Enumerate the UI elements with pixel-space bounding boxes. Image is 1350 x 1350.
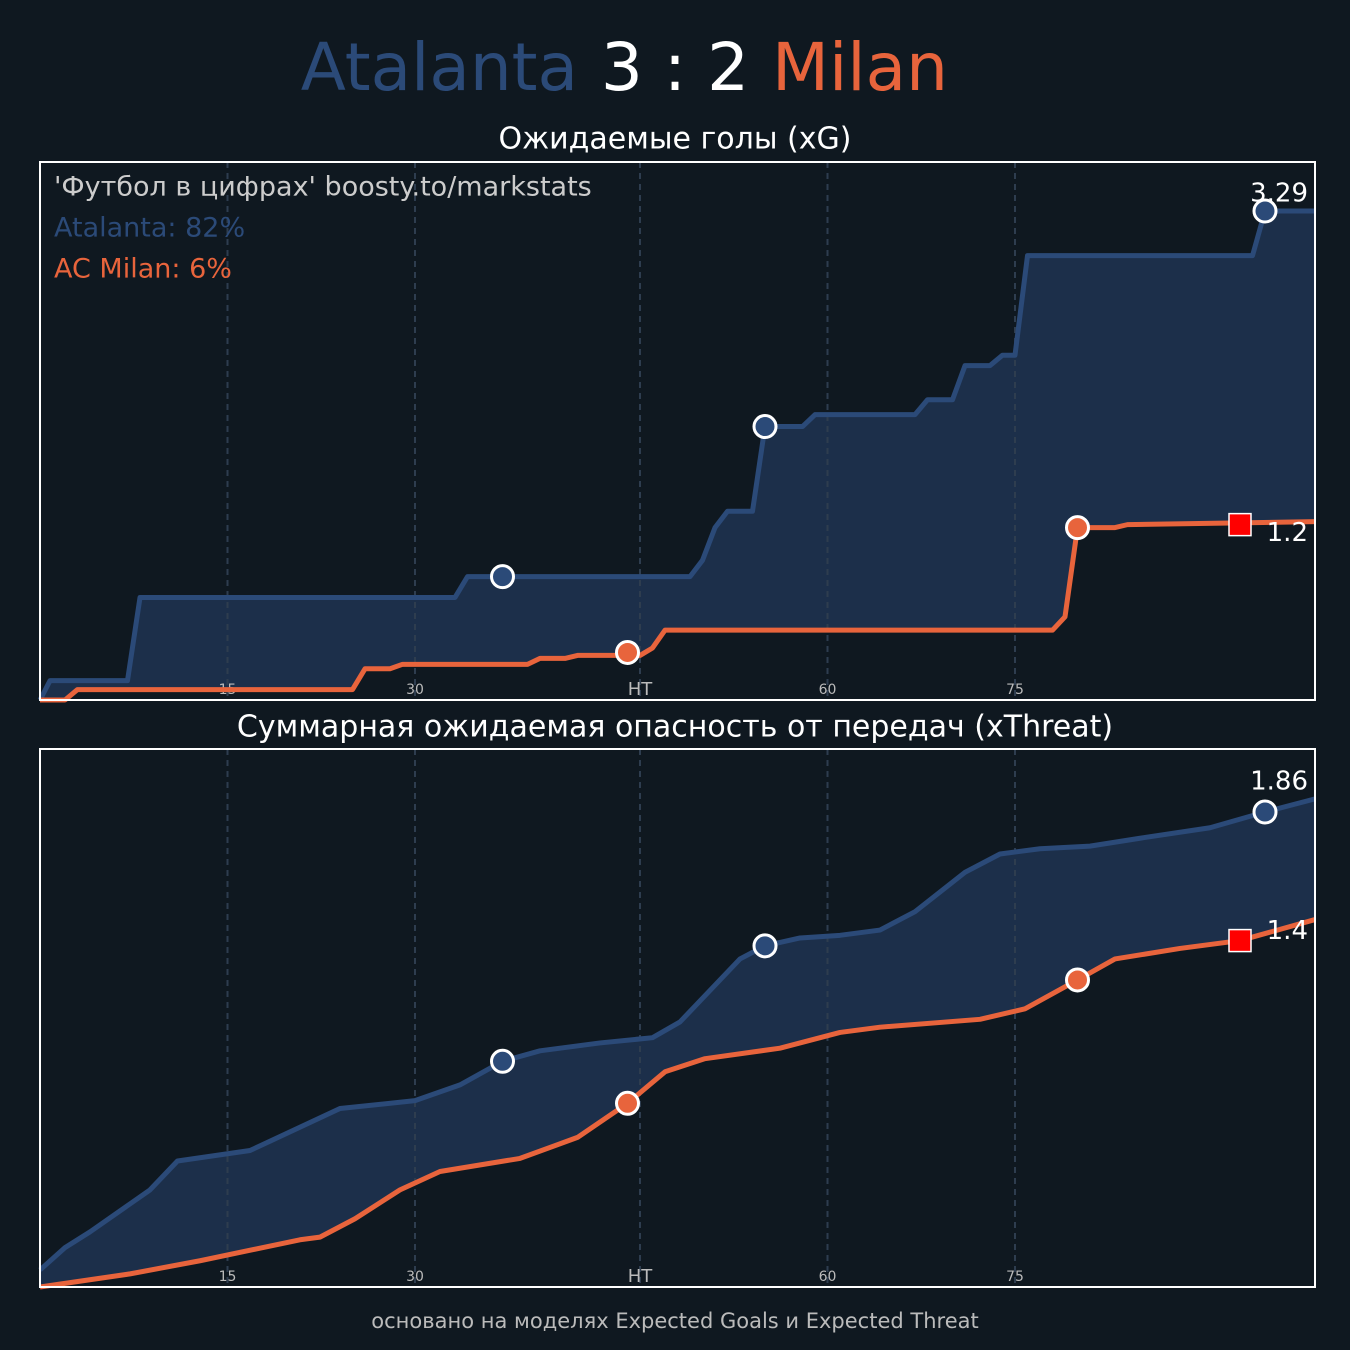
goal-marker: [615, 1090, 640, 1116]
goal-marker: [1252, 799, 1278, 825]
red-card-marker: [1228, 928, 1252, 953]
annotation: 'Футбол в цифрах' boosty.to/markstats: [54, 172, 592, 203]
area: [40, 521, 1315, 700]
annotation: Atalanta: 82%: [54, 213, 245, 244]
footer: основано на моделях Expected Goals и Exp…: [371, 1309, 978, 1333]
goal-marker: [1065, 515, 1090, 541]
goal-marker: [752, 933, 778, 959]
total-label: 1.4: [1267, 916, 1308, 946]
x-tick-label: 30: [406, 1269, 424, 1285]
home-team: Atalanta: [301, 29, 578, 106]
x-tick-label: 60: [819, 1269, 837, 1285]
goal-marker: [615, 639, 640, 665]
goal-marker: [490, 564, 515, 590]
plot-frame: [39, 161, 1316, 701]
x-tick-label: 60: [819, 682, 837, 698]
total-label: 3.29: [1250, 179, 1308, 209]
chart-title: Суммарная ожидаемая опасность от передач…: [237, 710, 1113, 745]
area: [40, 211, 1315, 701]
red-card-marker: [1228, 512, 1252, 537]
goal-marker: [1252, 198, 1278, 224]
x-tick-label: 30: [406, 682, 424, 698]
x-tick-label: 75: [1006, 1269, 1024, 1285]
series-line: [39, 917, 1316, 1290]
series-line: [37, 208, 1315, 702]
goal-marker: [752, 414, 778, 440]
score: 3 : 2: [601, 29, 749, 106]
annotation: AC Milan: 6%: [54, 254, 232, 285]
total-label: 1.86: [1250, 766, 1308, 796]
plot-frame: [39, 748, 1316, 1288]
x-tick-label: 75: [1006, 682, 1024, 698]
chart-title: Ожидаемые голы (xG): [499, 122, 852, 157]
series-line: [40, 519, 1316, 703]
goal-marker: [490, 1048, 515, 1074]
goal-marker: [1065, 967, 1090, 993]
series-line: [38, 796, 1316, 1272]
area: [40, 919, 1315, 1287]
x-tick-label: 15: [219, 1269, 237, 1285]
away-team: Milan: [772, 29, 948, 106]
x-tick-label: HT: [628, 1266, 654, 1287]
total-label: 1.2: [1267, 518, 1308, 548]
x-tick-label: HT: [628, 679, 654, 700]
